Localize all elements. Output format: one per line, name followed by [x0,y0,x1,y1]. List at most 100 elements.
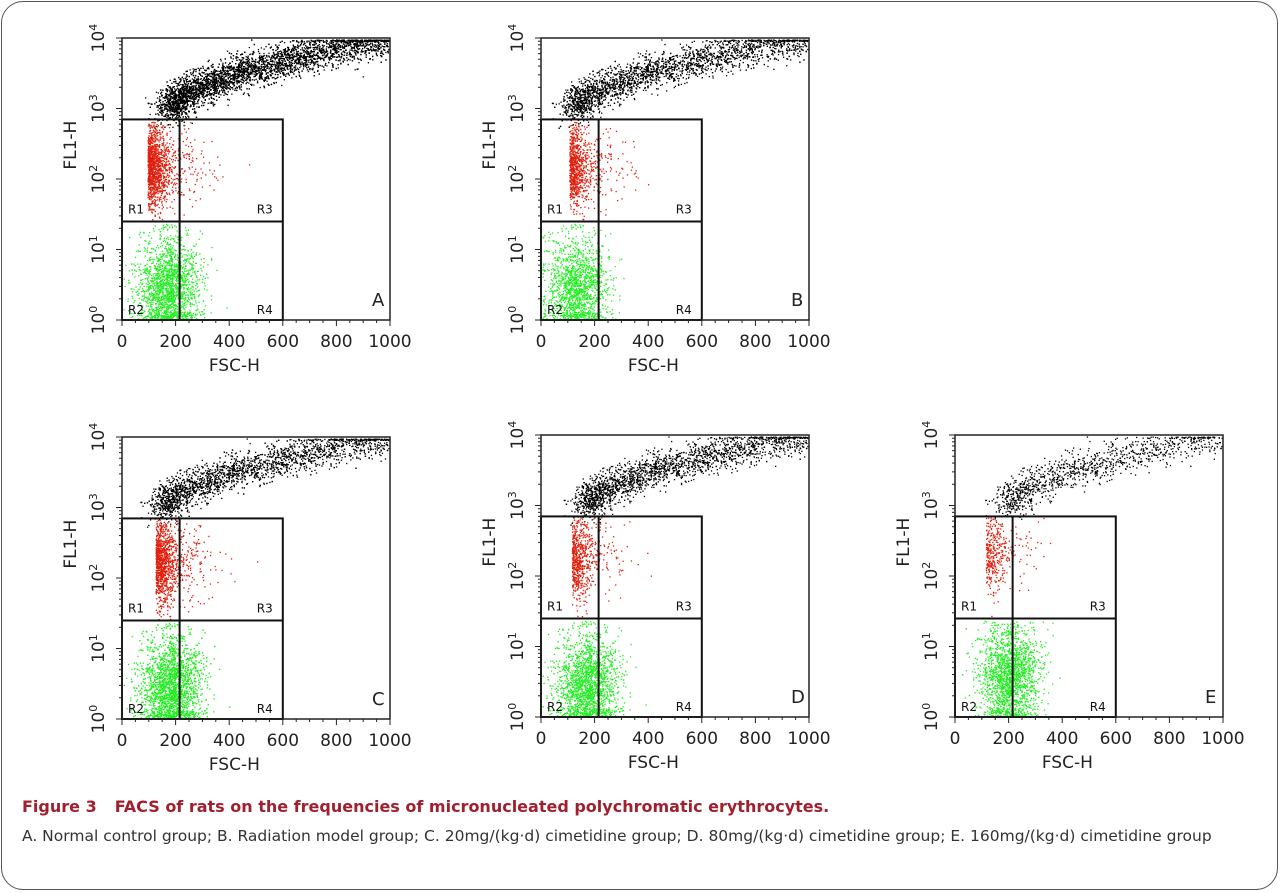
x-tick-label-A-0: 0 [117,332,128,352]
cluster-E-2 [985,517,1052,618]
caption-title: FACS of rats on the frequencies of micro… [115,797,830,816]
y-tick-label-B-3: 103 [506,94,528,123]
cluster-B-2 [569,121,650,221]
y-axis-title-B: FL1-H [480,121,500,170]
scatter-points-B [542,39,809,320]
caption-text: A. Normal control group; B. Radiation mo… [22,824,1267,848]
x-tick-label-A-200: 200 [159,332,191,352]
region-label-B-R2: R2 [547,303,563,317]
region-label-D-R3: R3 [676,599,692,613]
cluster-C-2 [155,519,259,621]
x-tick-label-B-400: 400 [632,332,664,352]
x-tick-label-D-600: 600 [686,729,718,749]
x-axis-title-C: FSC-H [209,755,260,775]
cluster-A-2 [147,121,251,221]
x-tick-label-C-0: 0 [117,731,128,751]
x-tick-label-D-400: 400 [632,729,664,749]
y-axis-title-D: FL1-H [480,518,500,567]
region-label-A-R3: R3 [257,202,273,216]
panel-letter-D: D [791,687,805,708]
y-axis-E: 100 101 102 103 104 [920,421,955,731]
y-tick-label-C-1: 101 [87,634,109,663]
caption-title-line: Figure 3 FACS of rats on the frequencies … [22,797,1267,816]
y-tick-label-E-2: 102 [920,562,942,591]
y-tick-label-A-2: 102 [87,165,109,194]
cluster-A-1 [145,39,390,129]
caption-label: Figure 3 [22,797,97,816]
x-tick-label-A-800: 800 [320,332,352,352]
y-axis-B: 100 101 102 103 104 [506,24,541,335]
x-tick-label-E-400: 400 [1046,729,1078,749]
scatter-points-D [542,436,809,717]
y-axis-A: 100 101 102 103 104 [87,24,122,334]
x-tick-label-E-200: 200 [992,729,1024,749]
x-axis-B: 0 200 400 600 800 1000 [536,320,831,352]
y-tick-label-B-0: 100 [506,306,528,335]
x-tick-label-C-400: 400 [213,731,245,751]
y-tick-label-C-2: 102 [87,564,109,593]
x-tick-label-C-800: 800 [320,731,352,751]
y-tick-label-A-4: 104 [87,24,109,53]
y-tick-label-D-4: 104 [506,421,528,450]
scatter-points-C [123,438,391,719]
x-tick-label-E-800: 800 [1153,729,1185,749]
x-tick-label-E-0: 0 [950,729,961,749]
y-tick-label-E-3: 103 [920,491,942,520]
y-tick-label-A-3: 103 [87,94,109,123]
cluster-C-1 [140,438,391,528]
y-tick-label-E-1: 101 [920,632,942,661]
cluster-B-1 [551,39,809,129]
x-tick-label-E-1000: 1000 [1201,729,1244,749]
y-axis-title-A: FL1-H [61,121,81,170]
y-tick-label-D-0: 100 [506,703,528,732]
gates-E [954,515,1117,718]
x-tick-label-D-0: 0 [536,729,547,749]
x-tick-label-C-200: 200 [159,731,191,751]
region-label-B-R1: R1 [547,202,563,216]
region-label-D-R2: R2 [547,700,563,714]
y-axis-title-E: FL1-H [894,518,914,567]
y-tick-label-A-1: 101 [87,235,109,264]
x-tick-label-A-600: 600 [267,332,299,352]
y-axis-D: 100 101 102 103 104 [506,421,541,732]
cluster-E-1 [985,436,1223,525]
region-label-A-R1: R1 [128,202,144,216]
region-label-A-R2: R2 [128,303,144,317]
panel-letter-C: C [372,689,385,710]
cluster-C-3 [123,622,231,719]
x-tick-label-B-800: 800 [739,332,771,352]
region-label-D-R4: R4 [676,700,692,714]
figure-caption: Figure 3 FACS of rats on the frequencies … [22,797,1267,848]
y-tick-label-C-4: 104 [87,423,109,452]
region-label-C-R4: R4 [257,702,273,716]
region-label-A-R4: R4 [257,303,273,317]
y-axis-title-C: FL1-H [61,520,81,569]
y-tick-label-B-2: 102 [506,165,528,194]
x-axis-D: 0 200 400 600 800 1000 [536,717,831,749]
y-tick-label-C-0: 100 [87,705,109,734]
cluster-A-3 [123,223,228,320]
panel-letter-B: B [791,290,803,311]
x-tick-label-B-0: 0 [536,332,547,352]
panel-letter-E: E [1205,687,1216,708]
cluster-B-3 [542,223,625,320]
plot-frame-E [954,434,1224,718]
x-tick-label-C-600: 600 [267,731,299,751]
gates-A [121,118,284,321]
x-tick-label-B-1000: 1000 [787,332,830,352]
cluster-D-3 [542,620,647,717]
region-label-C-R1: R1 [128,601,144,615]
region-label-E-R1: R1 [961,599,977,613]
gates-D [540,515,703,718]
scatter-points-A [123,39,390,320]
x-axis-title-D: FSC-H [628,753,679,773]
x-tick-label-A-1000: 1000 [368,332,411,352]
x-tick-label-C-1000: 1000 [368,731,411,751]
region-label-D-R1: R1 [547,599,563,613]
